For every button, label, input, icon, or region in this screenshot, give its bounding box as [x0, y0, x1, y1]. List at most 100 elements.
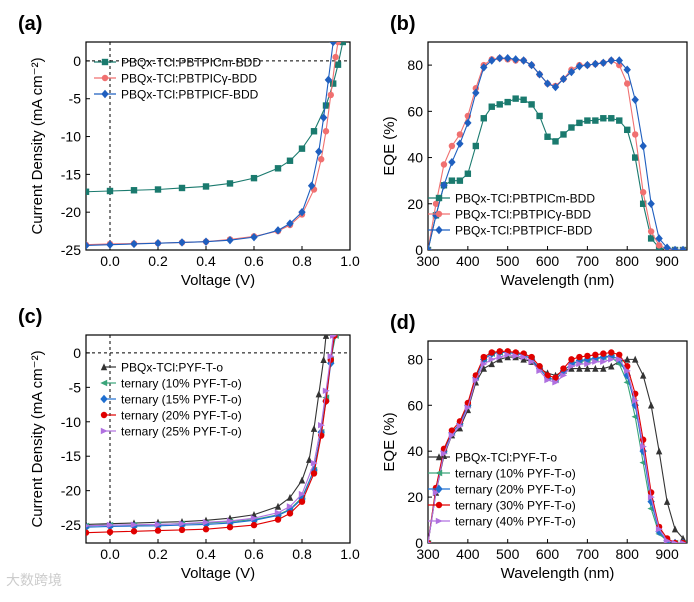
data-point [448, 427, 456, 434]
data-point [647, 493, 655, 501]
legend-marker [435, 194, 443, 202]
legend-label: ternary (20% PYF-T-o) [121, 409, 242, 423]
data-point [480, 353, 487, 361]
y-tick-label: -5 [69, 379, 82, 395]
data-point [671, 245, 679, 250]
data-point [520, 355, 527, 363]
data-point [456, 422, 464, 430]
data-point [559, 74, 568, 84]
data-point [464, 118, 472, 128]
data-point [86, 188, 90, 195]
data-point [496, 353, 504, 361]
legend-marker [435, 484, 443, 494]
data-point [599, 352, 608, 362]
y-tick-label: -20 [61, 204, 81, 220]
x-tick-label: 0.2 [148, 546, 168, 562]
data-point [440, 161, 448, 168]
x-tick-label: 300 [416, 253, 440, 269]
x-tick-label: 0.8 [292, 546, 312, 562]
data-point [496, 101, 503, 108]
data-point [647, 489, 655, 496]
data-point [512, 352, 520, 360]
data-point [130, 528, 138, 535]
legend-label: PBQx-TCl:PBTPICF-BDD [121, 88, 259, 102]
data-point [274, 516, 282, 523]
x-tick-label: 0.0 [100, 546, 120, 562]
y-tick-label: -25 [61, 517, 81, 533]
data-point [310, 128, 318, 135]
data-point [298, 490, 306, 498]
data-point [286, 510, 294, 517]
data-point [616, 61, 623, 69]
data-point [130, 521, 138, 528]
data-area [86, 42, 346, 250]
legend-label: ternary (30% PYF-T-o) [455, 499, 576, 513]
data-point [608, 356, 615, 363]
x-tick-label: 700 [576, 253, 600, 269]
data-point [250, 516, 258, 525]
legend-label: ternary (10% PYF-T-o) [455, 467, 576, 481]
watermark: 大数跨境 [6, 573, 62, 589]
y-tick-label: 80 [407, 351, 423, 367]
data-point [679, 534, 687, 542]
y-axis-label: Current Density (mA cm⁻²) [29, 350, 46, 527]
data-point [663, 537, 671, 543]
x-tick-label: 400 [456, 253, 480, 269]
x-tick-label: 0.6 [244, 546, 264, 562]
y-axis-label: EQE (%) [381, 412, 398, 471]
data-point [327, 91, 334, 99]
data-point [496, 355, 503, 363]
data-point [472, 376, 480, 384]
plot-frame [427, 41, 688, 251]
legend-marker [435, 210, 443, 218]
data-point [576, 364, 583, 372]
panel-label: (a) [18, 13, 42, 35]
data-point [178, 520, 186, 527]
data-point [298, 207, 306, 217]
legend-label: ternary (10% PYF-T-o) [121, 377, 242, 391]
data-point [178, 526, 186, 534]
y-tick-label: 0 [73, 345, 81, 361]
data-point [568, 363, 576, 370]
data-point [178, 184, 186, 192]
data-point [286, 503, 294, 510]
y-tick-label: 0 [73, 53, 81, 69]
y-axis-label: Current Density (mA cm⁻²) [29, 57, 46, 234]
data-point [274, 165, 282, 172]
data-point [315, 147, 323, 156]
x-tick-label: 1.0 [340, 253, 360, 269]
x-axis-label: Wavelength (nm) [501, 272, 615, 289]
data-point [322, 387, 330, 394]
x-tick-label: 0.4 [196, 253, 216, 269]
plot-frame [85, 334, 351, 544]
legend-label: PBQx-TCl:PYF-T-o [455, 451, 557, 465]
data-point [655, 242, 663, 249]
series-line [86, 335, 327, 525]
data-point [310, 459, 318, 467]
data-point [86, 529, 90, 536]
data-point [575, 62, 584, 71]
legend: PBQx-TCl:PYF-T-o ternary (10% PYF-T-o) ter… [100, 361, 242, 439]
y-tick-label: 0 [415, 535, 423, 551]
data-point [488, 360, 495, 368]
data-point [655, 234, 663, 243]
x-tick-label: 1.0 [340, 546, 360, 562]
data-point [86, 524, 90, 528]
x-tick-label: 400 [456, 546, 480, 562]
data-point [504, 353, 511, 361]
data-point [480, 63, 488, 72]
data-point [527, 60, 536, 70]
data-point [226, 523, 234, 531]
data-point [623, 371, 631, 380]
legend-marker [435, 225, 443, 235]
x-tick-label: 0.8 [292, 253, 312, 269]
data-point [535, 70, 544, 79]
data-point [584, 352, 591, 360]
data-point [592, 117, 599, 124]
data-point [584, 360, 592, 368]
data-point [472, 142, 480, 150]
data-point [322, 128, 330, 135]
y-tick-label: -10 [61, 129, 81, 145]
data-point [600, 358, 608, 365]
